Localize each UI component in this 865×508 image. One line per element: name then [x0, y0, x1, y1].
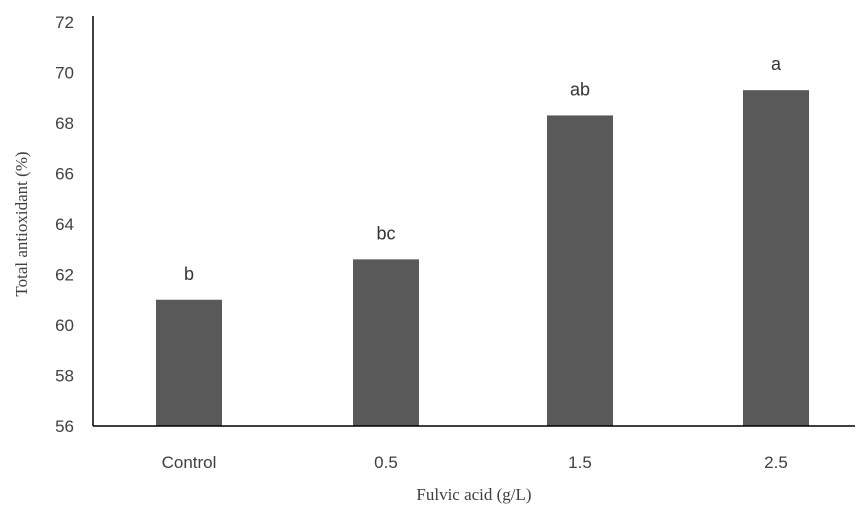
bars — [156, 90, 809, 427]
x-tick-label: 2.5 — [764, 453, 788, 472]
bar — [353, 259, 419, 426]
y-tick-label: 66 — [55, 165, 74, 184]
x-axis-title: Fulvic acid (g/L) — [416, 485, 531, 504]
y-tick-label: 62 — [55, 266, 74, 285]
y-tick-label: 60 — [55, 316, 74, 335]
bar — [743, 90, 809, 427]
y-tick-label: 72 — [55, 13, 74, 32]
y-tick-label: 58 — [55, 367, 74, 386]
x-tick-label: 0.5 — [374, 453, 398, 472]
bar — [156, 299, 222, 426]
bar-data-labels: b bc ab a — [184, 54, 782, 284]
bar — [547, 115, 613, 427]
x-tick-label: 1.5 — [568, 453, 592, 472]
y-tick-label: 70 — [55, 64, 74, 83]
bar-data-label: bc — [376, 223, 395, 243]
x-tick-label: Control — [162, 453, 217, 472]
y-tick-label: 68 — [55, 114, 74, 133]
y-tick-label: 64 — [55, 215, 74, 234]
bar-data-label: b — [184, 264, 194, 284]
bar-data-label: a — [771, 54, 782, 74]
bar-data-label: ab — [570, 79, 590, 99]
y-tick-label: 56 — [55, 417, 74, 436]
y-axis-ticks: 56 58 60 62 64 66 68 70 72 — [55, 13, 74, 436]
x-axis-ticks: Control 0.5 1.5 2.5 — [162, 453, 788, 472]
y-axis-title: Total antioxidant (%) — [12, 151, 31, 296]
